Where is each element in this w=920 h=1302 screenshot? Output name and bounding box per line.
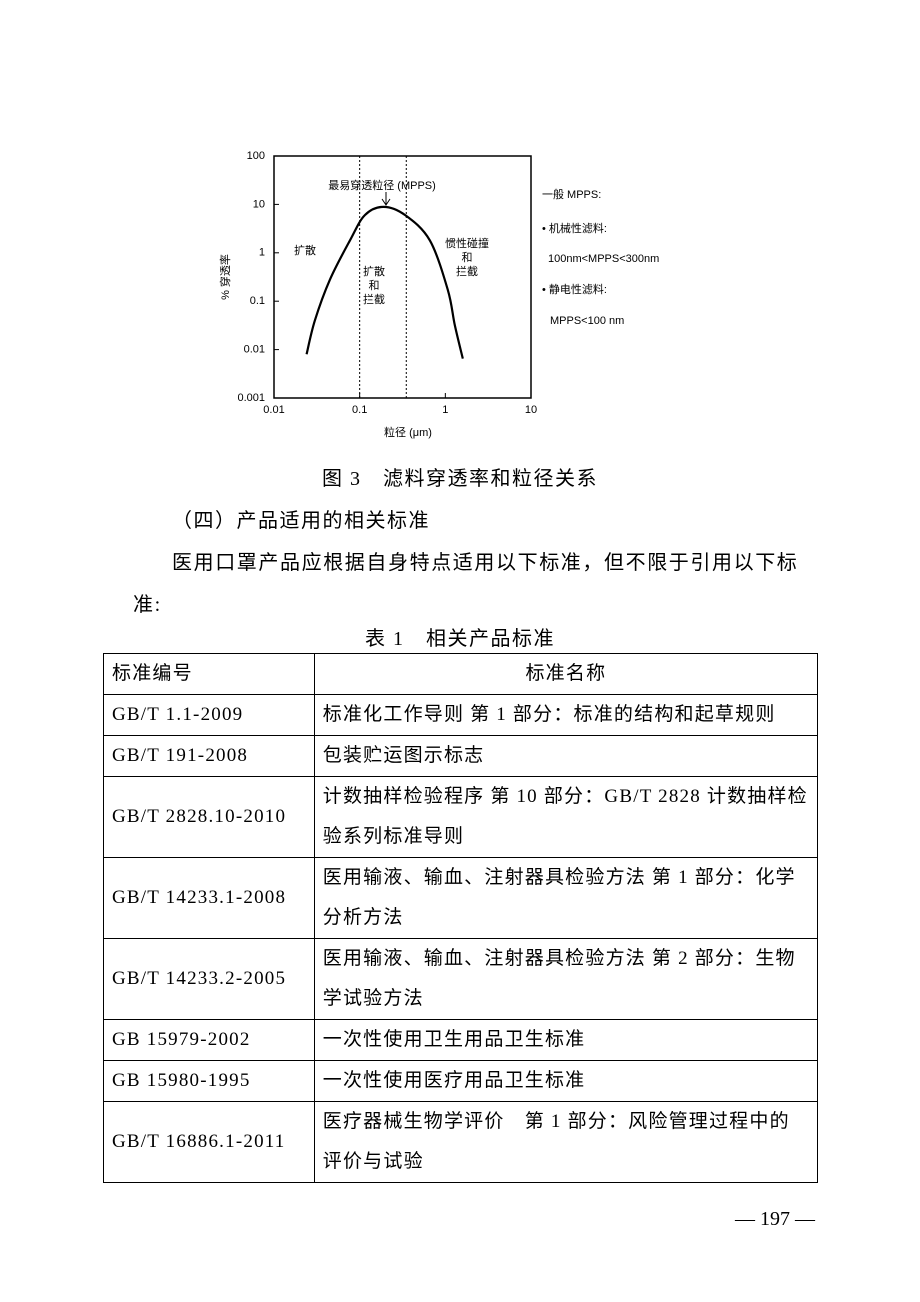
standard-code: GB 15980-1995 xyxy=(103,1060,315,1102)
standard-code: GB 15979-2002 xyxy=(103,1019,315,1061)
table-row: GB/T 1.1-2009 标准化工作导则 第 1 部分：标准的结构和起草规则 xyxy=(103,694,819,736)
table-row: GB 15980-1995 一次性使用医疗用品卫生标准 xyxy=(103,1060,819,1102)
standard-name: 医用输液、输血、注射器具检验方法 第 2 部分：生物学试验方法 xyxy=(313,938,819,1020)
note: • 机械性滤料: xyxy=(542,221,607,235)
standard-name: 计数抽样检验程序 第 10 部分：GB/T 2828 计数抽样检验系列标准导则 xyxy=(313,776,819,858)
standard-name: 医疗器械生物学评价 第 1 部分：风险管理过程中的评价与试验 xyxy=(313,1101,819,1183)
table-row: GB/T 191-2008 包装贮运图示标志 xyxy=(103,735,819,777)
figure-caption: 图 3 滤料穿透率和粒径关系 xyxy=(322,468,598,490)
table-row: GB/T 16886.1-2011 医疗器械生物学评价 第 1 部分：风险管理过程… xyxy=(103,1101,819,1183)
arrow-head xyxy=(381,198,391,206)
x-tick-label: 0.01 xyxy=(263,404,284,416)
standard-name: 包装贮运图示标志 xyxy=(313,735,819,777)
table-row: GB/T 14233.1-2008 医用输液、输血、注射器具检验方法 第 1 部分… xyxy=(103,857,819,939)
x-axis-label: 粒径 (μm) xyxy=(384,425,432,439)
y-tick-label: 100 xyxy=(247,150,265,162)
x-tick-label: 1 xyxy=(442,404,448,416)
standard-name: 一次性使用医疗用品卫生标准 xyxy=(313,1060,819,1102)
standard-name: 标准化工作导则 第 1 部分：标准的结构和起草规则 xyxy=(313,694,819,736)
header-cell: 标准编号 xyxy=(103,653,315,695)
plot-frame xyxy=(273,155,532,399)
y-tick-label: 10 xyxy=(253,198,265,210)
note: 100nm<MPPS<300nm xyxy=(548,253,659,265)
x-tick-label: 10 xyxy=(525,404,537,416)
standard-code: GB/T 14233.2-2005 xyxy=(103,938,315,1020)
note: • 静电性滤料: xyxy=(542,282,607,296)
note: 一般 MPPS: xyxy=(542,188,601,201)
y-tick-label: 0.001 xyxy=(237,392,265,404)
standard-code: GB/T 1.1-2009 xyxy=(103,694,315,736)
y-tick-label: 0.1 xyxy=(250,295,265,307)
standard-code: GB/T 16886.1-2011 xyxy=(103,1101,315,1183)
table-row: GB/T 14233.2-2005 医用输液、输血、注射器具检验方法 第 2 部分… xyxy=(103,938,819,1020)
header-cell: 标准名称 xyxy=(313,653,819,695)
curve xyxy=(305,205,464,359)
annotation: 扩散 xyxy=(294,243,316,257)
section-heading: （四）产品适用的相关标准 xyxy=(172,510,430,532)
y-axis-label: % 穿透率 xyxy=(218,254,232,300)
annotation: 和 xyxy=(462,251,473,264)
x-tick-label: 0.1 xyxy=(352,404,367,416)
standard-code: GB/T 2828.10-2010 xyxy=(103,776,315,858)
header-row: 标准编号 标准名称 xyxy=(103,653,819,695)
page-number: — 197 — xyxy=(735,1208,815,1230)
annotation: 惯性碰撞 xyxy=(445,236,489,250)
annotation: 拦截 xyxy=(456,264,478,278)
table-row: GB/T 2828.10-2010 计数抽样检验程序 第 10 部分：GB/T 2… xyxy=(103,776,819,858)
note: MPPS<100 nm xyxy=(550,315,624,327)
standard-name: 一次性使用卫生用品卫生标准 xyxy=(313,1019,819,1061)
table-title: 表 1 相关产品标准 xyxy=(365,628,555,650)
y-tick-label: 0.01 xyxy=(244,344,265,356)
annotation: 最易穿透粒径 (MPPS) xyxy=(328,178,436,192)
paragraph: 医用口罩产品应根据自身特点适用以下标准，但不限于引用以下标准: xyxy=(133,552,799,616)
annotation: 和 xyxy=(369,279,380,292)
standard-code: GB/T 14233.1-2008 xyxy=(103,857,315,939)
annotation: 扩散 xyxy=(363,264,385,278)
standards-table: 标准编号 标准名称 GB/T 1.1-2009 标准化工作导则 第 1 部分：标准… xyxy=(103,653,819,1183)
annotation: 拦截 xyxy=(363,292,385,306)
standard-name: 医用输液、输血、注射器具检验方法 第 1 部分：化学分析方法 xyxy=(313,857,819,939)
y-tick-label: 1 xyxy=(259,247,265,259)
table-row: GB 15979-2002 一次性使用卫生用品卫生标准 xyxy=(103,1019,819,1061)
standard-code: GB/T 191-2008 xyxy=(103,735,315,777)
